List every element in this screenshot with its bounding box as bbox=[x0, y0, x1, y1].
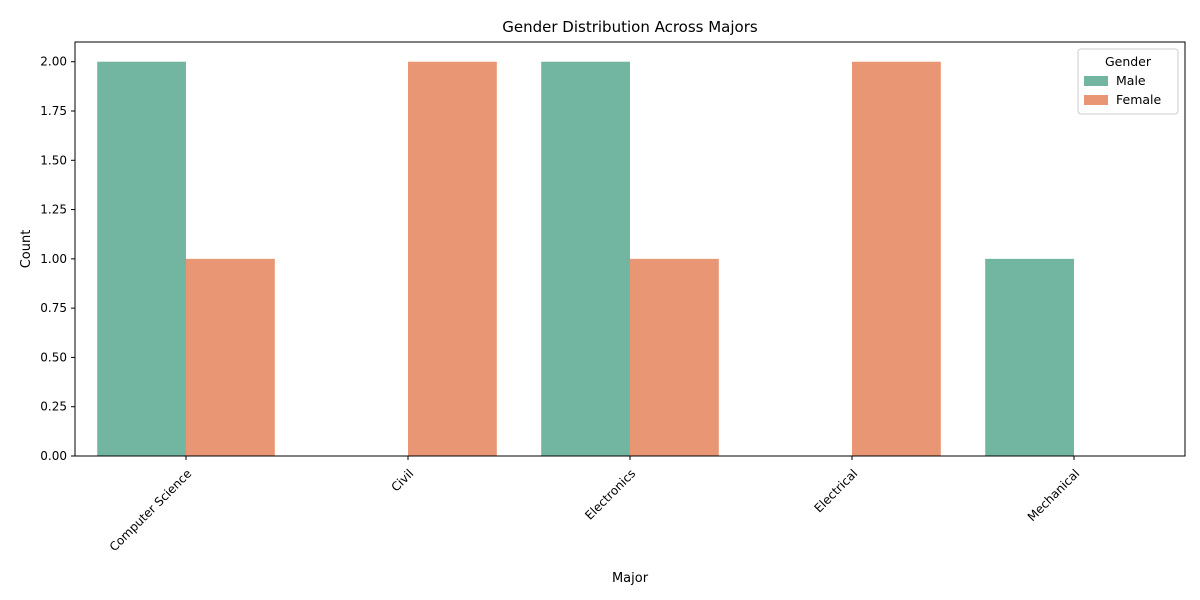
y-tick-label: 0.50 bbox=[40, 350, 67, 364]
y-tick-label: 1.75 bbox=[40, 104, 67, 118]
legend-swatch-female bbox=[1084, 95, 1108, 105]
y-tick-label: 1.25 bbox=[40, 203, 67, 217]
x-axis-label: Major bbox=[612, 571, 649, 586]
legend-title: Gender bbox=[1105, 54, 1152, 69]
bar-male-2 bbox=[541, 61, 630, 456]
y-tick-label: 0.75 bbox=[40, 301, 67, 315]
x-tick-label: Civil bbox=[388, 466, 416, 494]
y-axis: 0.00 0.25 0.50 0.75 1.00 1.25 1.50 1.75 2.00 bbox=[40, 55, 75, 463]
bar-female-3 bbox=[852, 61, 941, 456]
bar-female-1 bbox=[408, 61, 497, 456]
y-tick-label: 1.00 bbox=[40, 252, 67, 266]
legend-label-male: Male bbox=[1116, 73, 1146, 88]
x-tick-label: Computer Science bbox=[107, 466, 195, 554]
bar-female-0 bbox=[186, 258, 275, 456]
chart-title: Gender Distribution Across Majors bbox=[502, 18, 758, 36]
bars-group bbox=[97, 61, 1074, 456]
y-tick-label: 2.00 bbox=[40, 55, 67, 69]
bar-male-0 bbox=[97, 61, 186, 456]
y-axis-label: Count bbox=[19, 230, 34, 269]
y-tick-label: 0.25 bbox=[40, 400, 67, 414]
y-tick-label: 1.50 bbox=[40, 153, 67, 167]
bar-female-2 bbox=[630, 258, 719, 456]
x-tick-label: Electrical bbox=[811, 466, 860, 515]
legend: Gender Male Female bbox=[1077, 48, 1179, 115]
x-tick-label: Electronics bbox=[582, 466, 638, 522]
legend-swatch-male bbox=[1084, 76, 1108, 86]
x-tick-label: Mechanical bbox=[1025, 466, 1083, 524]
x-axis: Computer Science Civil Electronics Electric… bbox=[107, 456, 1083, 554]
legend-label-female: Female bbox=[1116, 92, 1162, 107]
y-tick-label: 0.00 bbox=[40, 449, 67, 463]
bar-male-4 bbox=[985, 258, 1074, 456]
plot-frame bbox=[74, 41, 1186, 457]
